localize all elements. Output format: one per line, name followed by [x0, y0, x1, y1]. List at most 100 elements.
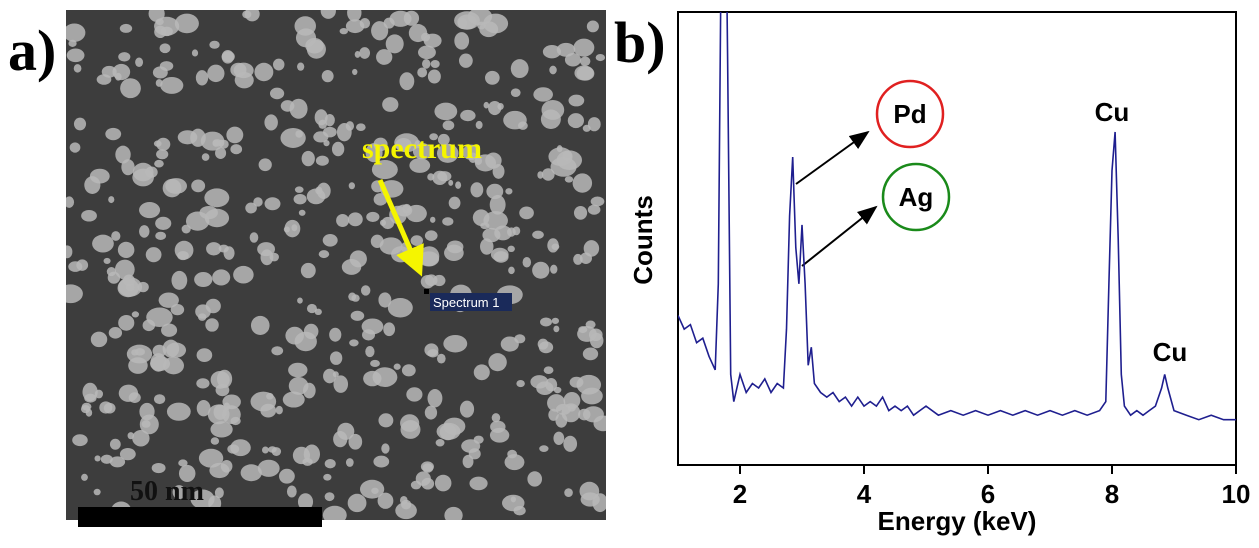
particle — [538, 341, 554, 354]
particle — [331, 141, 345, 157]
particle — [204, 188, 230, 208]
particle — [547, 394, 566, 412]
particle — [556, 150, 583, 170]
plot-frame — [677, 11, 1237, 466]
particle — [135, 57, 144, 68]
particle — [419, 246, 440, 267]
particle — [66, 245, 73, 259]
particle — [585, 320, 596, 329]
panel-label: a) — [8, 18, 56, 83]
particle — [139, 225, 150, 238]
particle — [443, 417, 466, 435]
particle — [210, 421, 233, 438]
particle — [150, 356, 171, 372]
particle — [73, 64, 82, 73]
particle — [418, 45, 436, 60]
particle — [301, 150, 315, 167]
particle — [230, 144, 243, 155]
particle — [257, 459, 280, 477]
particle — [266, 392, 274, 400]
particle — [389, 10, 412, 27]
particle — [406, 387, 423, 402]
particle — [158, 292, 179, 308]
particle — [159, 61, 174, 71]
particle — [159, 43, 171, 54]
particle — [459, 53, 473, 68]
particle — [264, 114, 278, 131]
particle — [115, 145, 131, 164]
particle — [318, 119, 328, 129]
particle — [522, 256, 532, 268]
particle — [293, 193, 307, 205]
spectrum-annotation: spectrum — [362, 132, 482, 165]
particle — [366, 211, 380, 222]
particle — [339, 27, 348, 35]
particle — [271, 447, 282, 456]
particle — [530, 375, 549, 389]
particle — [313, 131, 329, 143]
particle — [483, 101, 490, 109]
particle — [564, 176, 574, 183]
particle — [137, 281, 149, 293]
particle — [527, 471, 543, 487]
particle — [590, 196, 605, 207]
particle — [583, 240, 600, 257]
particle — [118, 52, 131, 62]
particle — [446, 240, 464, 254]
particle — [101, 65, 117, 78]
particle — [205, 318, 219, 332]
particle — [427, 389, 443, 408]
particle — [354, 51, 361, 58]
particle — [84, 176, 101, 194]
particle — [371, 160, 398, 180]
particle — [579, 481, 600, 501]
particle — [409, 158, 431, 173]
particle — [93, 488, 101, 496]
particle — [258, 158, 272, 172]
x-axis-title: Energy (keV) — [878, 506, 1037, 536]
particle — [271, 346, 284, 356]
particle — [166, 402, 191, 421]
particle — [385, 34, 404, 54]
particle — [68, 261, 83, 272]
particle — [348, 292, 357, 301]
particle — [302, 458, 313, 466]
particle — [378, 413, 394, 428]
particle — [539, 445, 549, 452]
particle — [470, 182, 484, 198]
particle — [573, 253, 583, 265]
particle — [233, 265, 254, 284]
particle — [132, 429, 150, 447]
particle — [240, 464, 262, 482]
particle — [196, 399, 211, 417]
particle — [460, 109, 476, 122]
scale-bar — [78, 507, 322, 527]
particle — [139, 414, 159, 435]
particle — [154, 159, 164, 168]
particle — [100, 454, 113, 464]
particle — [294, 331, 317, 352]
particle — [196, 348, 213, 362]
particle — [131, 311, 140, 318]
particle — [170, 303, 185, 316]
scale-bar-label: 50 nm — [130, 476, 204, 507]
marker — [424, 289, 429, 294]
particle — [288, 362, 308, 378]
particle — [210, 437, 220, 445]
particle — [356, 123, 366, 131]
particle — [352, 68, 358, 76]
particle — [269, 87, 285, 100]
particle — [371, 487, 379, 494]
particle — [318, 250, 330, 259]
particle — [376, 49, 393, 65]
particle — [507, 449, 518, 459]
particle — [297, 493, 314, 511]
particle — [117, 241, 135, 259]
particle — [573, 38, 595, 57]
annotation: Ag — [899, 182, 934, 212]
particle — [377, 492, 394, 509]
particle — [556, 42, 576, 57]
particle — [435, 438, 445, 447]
